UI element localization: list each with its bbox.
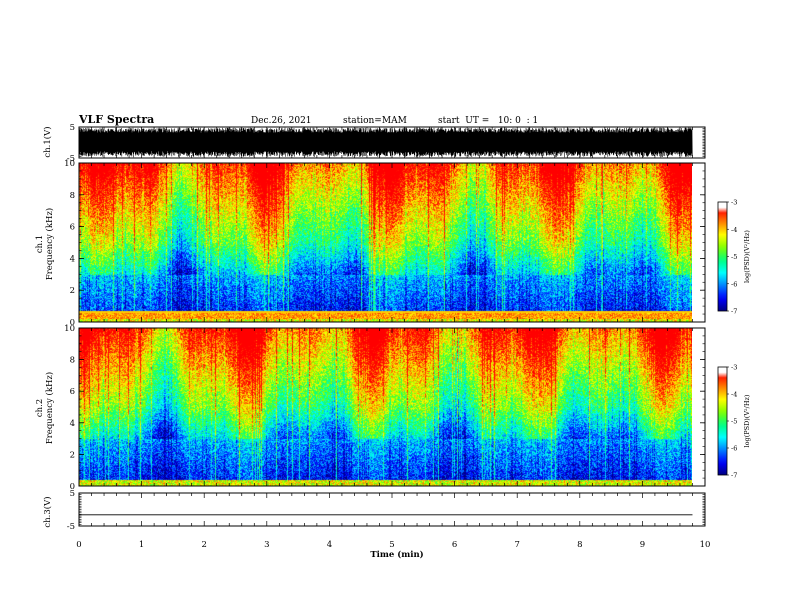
ch3-waveform-ytick-label: -5: [67, 522, 75, 532]
ch1-waveform-ytick-label: 5: [70, 123, 75, 133]
x-tick-label: 6: [452, 540, 457, 550]
ch1-colorbar-label: log(PSD)(V²/Hz): [743, 230, 751, 283]
ch2-colorbar-tick-label: -3: [731, 364, 737, 372]
ch2-spectrogram-ytick-label: 4: [70, 419, 75, 429]
x-tick-label: 8: [577, 540, 582, 550]
ch2-colorbar-tick-label: -7: [731, 472, 737, 480]
ch1-spectrogram-ytick-label: 2: [70, 286, 75, 296]
ch1-colorbar: -3 -4 -5 -6 -7 log(PSD)(V²/Hz): [717, 199, 751, 316]
ch1-spectrogram-ytick-label: 6: [70, 223, 75, 233]
ch1-colorbar-tick-label: -6: [731, 280, 737, 288]
ch1-colorbar-tick-label: -7: [731, 308, 737, 316]
x-tick-label: 4: [327, 540, 332, 550]
ch3-waveform-ylabel: ch.3(V): [42, 496, 53, 527]
ch2-spectrogram-ytick-label: 6: [70, 387, 75, 397]
ch3-waveform-panel: 5 -5: [67, 489, 706, 532]
ch1-waveform-ylabel: ch.1(V): [42, 126, 53, 157]
ch2-spectrogram-ylabel: ch.2Frequency (kHz): [35, 372, 55, 444]
ch2-spectrogram-ytick-label: 2: [70, 450, 75, 460]
time-axis: 0 1 2 3 4 5 6 7 8 9 10: [76, 540, 710, 550]
ch1-spectrogram-ylabel: ch.1Frequency (kHz): [35, 208, 55, 280]
x-tick-label: 2: [201, 540, 206, 550]
ch1-colorbar-tick-label: -3: [731, 199, 737, 207]
x-tick-label: 0: [76, 540, 81, 550]
ch2-spectrogram-heatmap: [79, 328, 692, 486]
ch1-spectrogram-ytick-label: 4: [70, 254, 75, 264]
ch2-colorbar-label: log(PSD)(V²/Hz): [743, 394, 751, 447]
ch2-spectrogram-ytick-label: 0: [70, 482, 75, 492]
ch1-spectrogram-ytick-label: 0: [70, 318, 75, 328]
ch1-colorbar-bar: [717, 201, 728, 312]
ch1-waveform-series: [78, 127, 693, 158]
ch1-waveform-ytick-label: -5: [67, 154, 75, 164]
ch1-spectrogram-ytick-label: 8: [70, 191, 75, 201]
ch1-spectrogram-ytick-label: 10: [64, 159, 75, 169]
x-tick-label: 1: [139, 540, 144, 550]
x-tick-label: 5: [389, 540, 394, 550]
x-tick-label: 7: [514, 540, 519, 550]
header-station: station=MAM: [343, 116, 407, 126]
ch2-colorbar-tick-label: -4: [731, 391, 737, 399]
x-axis-label: Time (min): [370, 549, 423, 560]
ch1-spectrogram-heatmap: [79, 163, 692, 322]
ch2-colorbar-bar: [717, 366, 728, 476]
ch1-colorbar-tick-label: -4: [731, 226, 737, 234]
ch1-waveform-panel: 5 -5: [67, 123, 706, 164]
ch2-colorbar: -3 -4 -5 -6 -7 log(PSD)(V²/Hz): [717, 364, 751, 480]
x-tick-label: 3: [264, 540, 269, 550]
header-start-time: start UT = 10: 0 : 1: [438, 116, 538, 126]
ch2-spectrogram-ytick-label: 8: [70, 356, 75, 366]
ch2-spectrogram-ytick-label: 10: [64, 324, 75, 334]
x-tick-label: 9: [640, 540, 645, 550]
header-date: Dec.26, 2021: [251, 116, 312, 126]
x-tick-label: 10: [700, 540, 711, 550]
ch2-colorbar-tick-label: -6: [731, 445, 737, 453]
ch2-spectrogram-panel: 0 2 4 6 8 10: [64, 324, 706, 492]
ch1-colorbar-tick-label: -5: [731, 253, 737, 261]
figure-title: VLF Spectra: [78, 113, 154, 126]
ch3-waveform-ytick-label: 5: [70, 489, 75, 499]
ch2-colorbar-tick-label: -5: [731, 418, 737, 426]
ch1-spectrogram-panel: 0 2 4 6 8 10: [64, 159, 706, 328]
